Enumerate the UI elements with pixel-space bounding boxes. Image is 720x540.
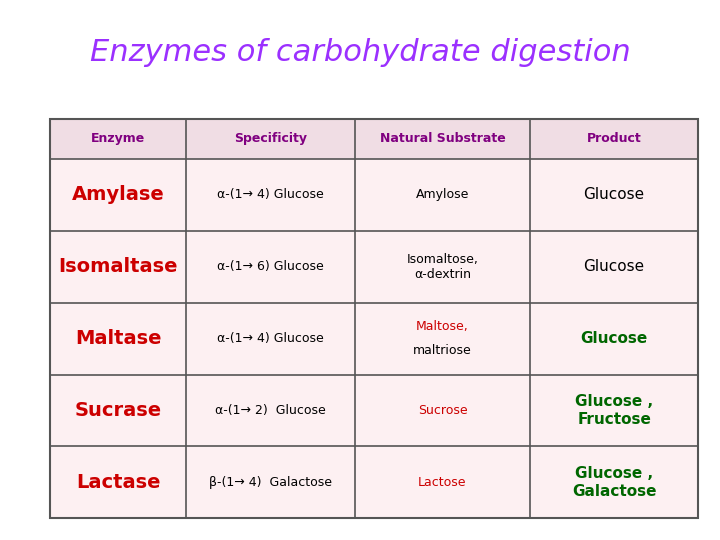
Text: Sucrase: Sucrase xyxy=(75,401,162,420)
Text: Glucose: Glucose xyxy=(584,187,644,202)
Bar xyxy=(50,159,698,231)
Text: Natural Substrate: Natural Substrate xyxy=(379,132,505,145)
Text: Sucrose: Sucrose xyxy=(418,404,467,417)
Text: Maltase: Maltase xyxy=(75,329,162,348)
Text: Isomaltose,
α-dextrin: Isomaltose, α-dextrin xyxy=(407,253,478,281)
Text: Isomaltase: Isomaltase xyxy=(59,257,178,276)
Text: Amylose: Amylose xyxy=(415,188,469,201)
Bar xyxy=(50,231,698,302)
Text: Lactose: Lactose xyxy=(418,476,467,489)
Text: Glucose ,
Fructose: Glucose , Fructose xyxy=(575,394,653,427)
Text: Glucose: Glucose xyxy=(580,331,648,346)
Bar xyxy=(50,375,698,447)
Bar xyxy=(50,119,698,518)
Text: α-(1→ 2)  Glucose: α-(1→ 2) Glucose xyxy=(215,404,326,417)
Text: Lactase: Lactase xyxy=(76,473,161,492)
Text: Glucose: Glucose xyxy=(584,259,644,274)
Text: maltriose: maltriose xyxy=(413,344,472,357)
Text: β-(1→ 4)  Galactose: β-(1→ 4) Galactose xyxy=(210,476,332,489)
Text: α-(1→ 6) Glucose: α-(1→ 6) Glucose xyxy=(217,260,324,273)
Text: Product: Product xyxy=(587,132,642,145)
Text: Enzyme: Enzyme xyxy=(91,132,145,145)
Text: Enzymes of carbohydrate digestion: Enzymes of carbohydrate digestion xyxy=(89,38,631,67)
Bar xyxy=(50,447,698,518)
Bar xyxy=(50,119,698,159)
Text: Specificity: Specificity xyxy=(234,132,307,145)
Text: Maltose,: Maltose, xyxy=(416,320,469,333)
Text: Amylase: Amylase xyxy=(72,185,165,204)
Text: α-(1→ 4) Glucose: α-(1→ 4) Glucose xyxy=(217,188,324,201)
Text: α-(1→ 4) Glucose: α-(1→ 4) Glucose xyxy=(217,332,324,345)
Bar xyxy=(50,302,698,375)
Text: Glucose ,
Galactose: Glucose , Galactose xyxy=(572,466,657,498)
